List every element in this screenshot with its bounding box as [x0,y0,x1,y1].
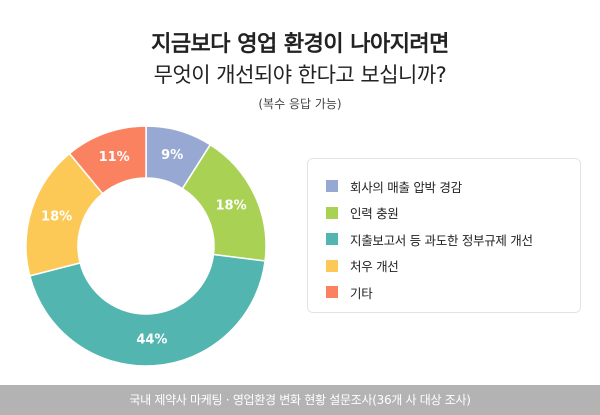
donut-slice-5 [68,125,147,195]
slice-value-label-4: 18% [41,209,72,224]
legend-item: 지출보고서 등 과도한 정부규제 개선 [326,226,580,253]
chart-title: 지금보다 영업 환경이 나아지려면 무엇이 개선되야 한다고 보십니까? (복수… [0,30,600,112]
legend-swatch [326,180,338,193]
legend-label: 지출보고서 등 과도한 정부규제 개선 [350,232,533,248]
slice-value-label-5: 11% [99,150,130,165]
legend-label: 처우 개선 [350,259,399,275]
legend-label: 기타 [350,285,373,301]
legend-swatch [326,259,338,272]
legend-item: 기타 [326,279,580,306]
legend-item: 회사의 매출 압박 경감 [326,173,580,200]
title-line-1: 지금보다 영업 환경이 나아지려면 [151,32,449,57]
donut-chart: 9% 18% 44% 18% 11% [25,125,267,367]
title-line-2: 무엇이 개선되야 한다고 보십니까? [153,63,447,87]
footer-source: 국내 제약사 마케팅 · 영업환경 변화 현황 설문조사(36개 사 대상 조사… [0,385,600,415]
legend-swatch [326,286,338,299]
slice-value-label-1: 9% [161,148,183,163]
legend-swatch [326,206,338,219]
subtitle: (복수 응답 가능) [258,97,342,111]
donut-slice-3 [28,253,266,367]
slice-value-label-3: 44% [136,332,167,347]
legend-swatch [326,233,338,246]
slice-value-label-2: 18% [215,198,246,213]
legend-label: 회사의 매출 압박 경감 [350,179,462,195]
legend-label: 인력 충원 [350,206,399,222]
legend-item: 인력 충원 [326,200,580,227]
legend-item: 처우 개선 [326,253,580,280]
